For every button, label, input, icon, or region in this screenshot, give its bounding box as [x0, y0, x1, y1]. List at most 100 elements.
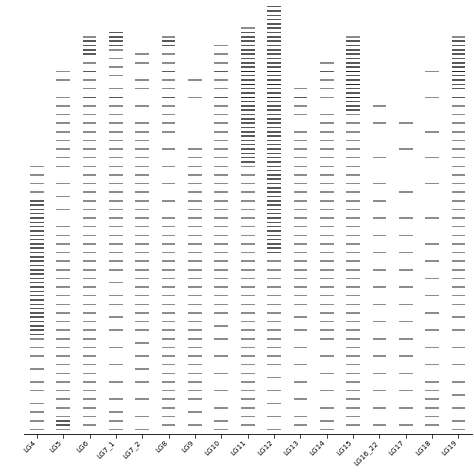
Bar	[320, 407, 334, 409]
Bar	[293, 286, 307, 288]
Bar	[162, 36, 175, 37]
Bar	[425, 424, 439, 426]
Bar	[162, 364, 175, 365]
Bar	[56, 196, 70, 197]
Bar	[241, 101, 255, 102]
Bar	[320, 295, 334, 296]
Bar	[452, 428, 465, 430]
Bar	[83, 79, 96, 81]
Bar	[452, 252, 465, 253]
Bar	[425, 390, 439, 392]
Bar	[83, 140, 96, 141]
Bar	[83, 390, 96, 392]
Bar	[188, 303, 202, 305]
Bar	[109, 364, 123, 365]
Bar	[241, 235, 255, 236]
Text: LG11: LG11	[230, 439, 247, 457]
Bar	[267, 118, 281, 119]
Bar	[293, 105, 307, 107]
Bar	[452, 381, 465, 383]
Bar	[267, 356, 281, 357]
Bar	[241, 174, 255, 176]
Bar	[452, 75, 465, 76]
Bar	[109, 295, 123, 296]
Bar	[452, 148, 465, 150]
Bar	[30, 278, 44, 279]
Bar	[267, 222, 281, 223]
Bar	[162, 373, 175, 374]
Bar	[214, 131, 228, 133]
Bar	[56, 252, 70, 253]
Bar	[56, 97, 70, 98]
Bar	[425, 243, 439, 245]
Bar	[241, 303, 255, 305]
Bar	[214, 235, 228, 236]
Bar	[267, 239, 281, 240]
Bar	[30, 183, 44, 184]
Bar	[267, 88, 281, 90]
Bar	[425, 278, 439, 279]
Bar	[241, 416, 255, 417]
Bar	[320, 97, 334, 98]
Bar	[30, 334, 44, 335]
Bar	[83, 356, 96, 357]
Bar	[267, 92, 281, 94]
Bar	[452, 62, 465, 64]
Bar	[267, 54, 281, 55]
Bar	[136, 122, 149, 124]
Bar	[188, 286, 202, 288]
Bar	[162, 407, 175, 409]
Bar	[241, 49, 255, 51]
Bar	[109, 209, 123, 210]
Bar	[267, 19, 281, 20]
Bar	[346, 148, 360, 150]
Bar	[293, 329, 307, 331]
Text: LG19: LG19	[441, 439, 458, 457]
Bar	[56, 416, 70, 417]
Bar	[162, 346, 175, 348]
Bar	[320, 140, 334, 141]
Bar	[214, 278, 228, 279]
Bar	[162, 303, 175, 305]
Bar	[346, 243, 360, 245]
Bar	[293, 252, 307, 253]
Bar	[56, 407, 70, 409]
Bar	[214, 148, 228, 150]
Text: LG10: LG10	[204, 439, 221, 457]
Bar	[83, 329, 96, 331]
Bar	[188, 373, 202, 374]
Bar	[56, 329, 70, 331]
Bar	[267, 10, 281, 12]
Bar	[346, 75, 360, 76]
Text: LG17: LG17	[388, 439, 406, 457]
Bar	[83, 286, 96, 288]
Bar	[241, 153, 255, 154]
Bar	[452, 54, 465, 55]
Bar	[452, 394, 465, 396]
Bar	[267, 390, 281, 392]
Bar	[452, 165, 465, 167]
Bar	[162, 148, 175, 150]
Bar	[56, 165, 70, 167]
Bar	[162, 131, 175, 133]
Bar	[162, 79, 175, 81]
Bar	[241, 338, 255, 339]
Bar	[320, 329, 334, 331]
Bar	[241, 109, 255, 111]
Bar	[320, 200, 334, 201]
Bar	[83, 105, 96, 107]
Bar	[83, 269, 96, 271]
Bar	[346, 92, 360, 94]
Bar	[373, 424, 386, 426]
Bar	[30, 256, 44, 258]
Bar	[56, 183, 70, 184]
Bar	[136, 148, 149, 150]
Bar	[267, 127, 281, 128]
Bar	[267, 45, 281, 46]
Bar	[162, 416, 175, 417]
Bar	[346, 58, 360, 59]
Bar	[241, 165, 255, 167]
Bar	[188, 183, 202, 184]
Bar	[30, 346, 44, 348]
Bar	[83, 295, 96, 296]
